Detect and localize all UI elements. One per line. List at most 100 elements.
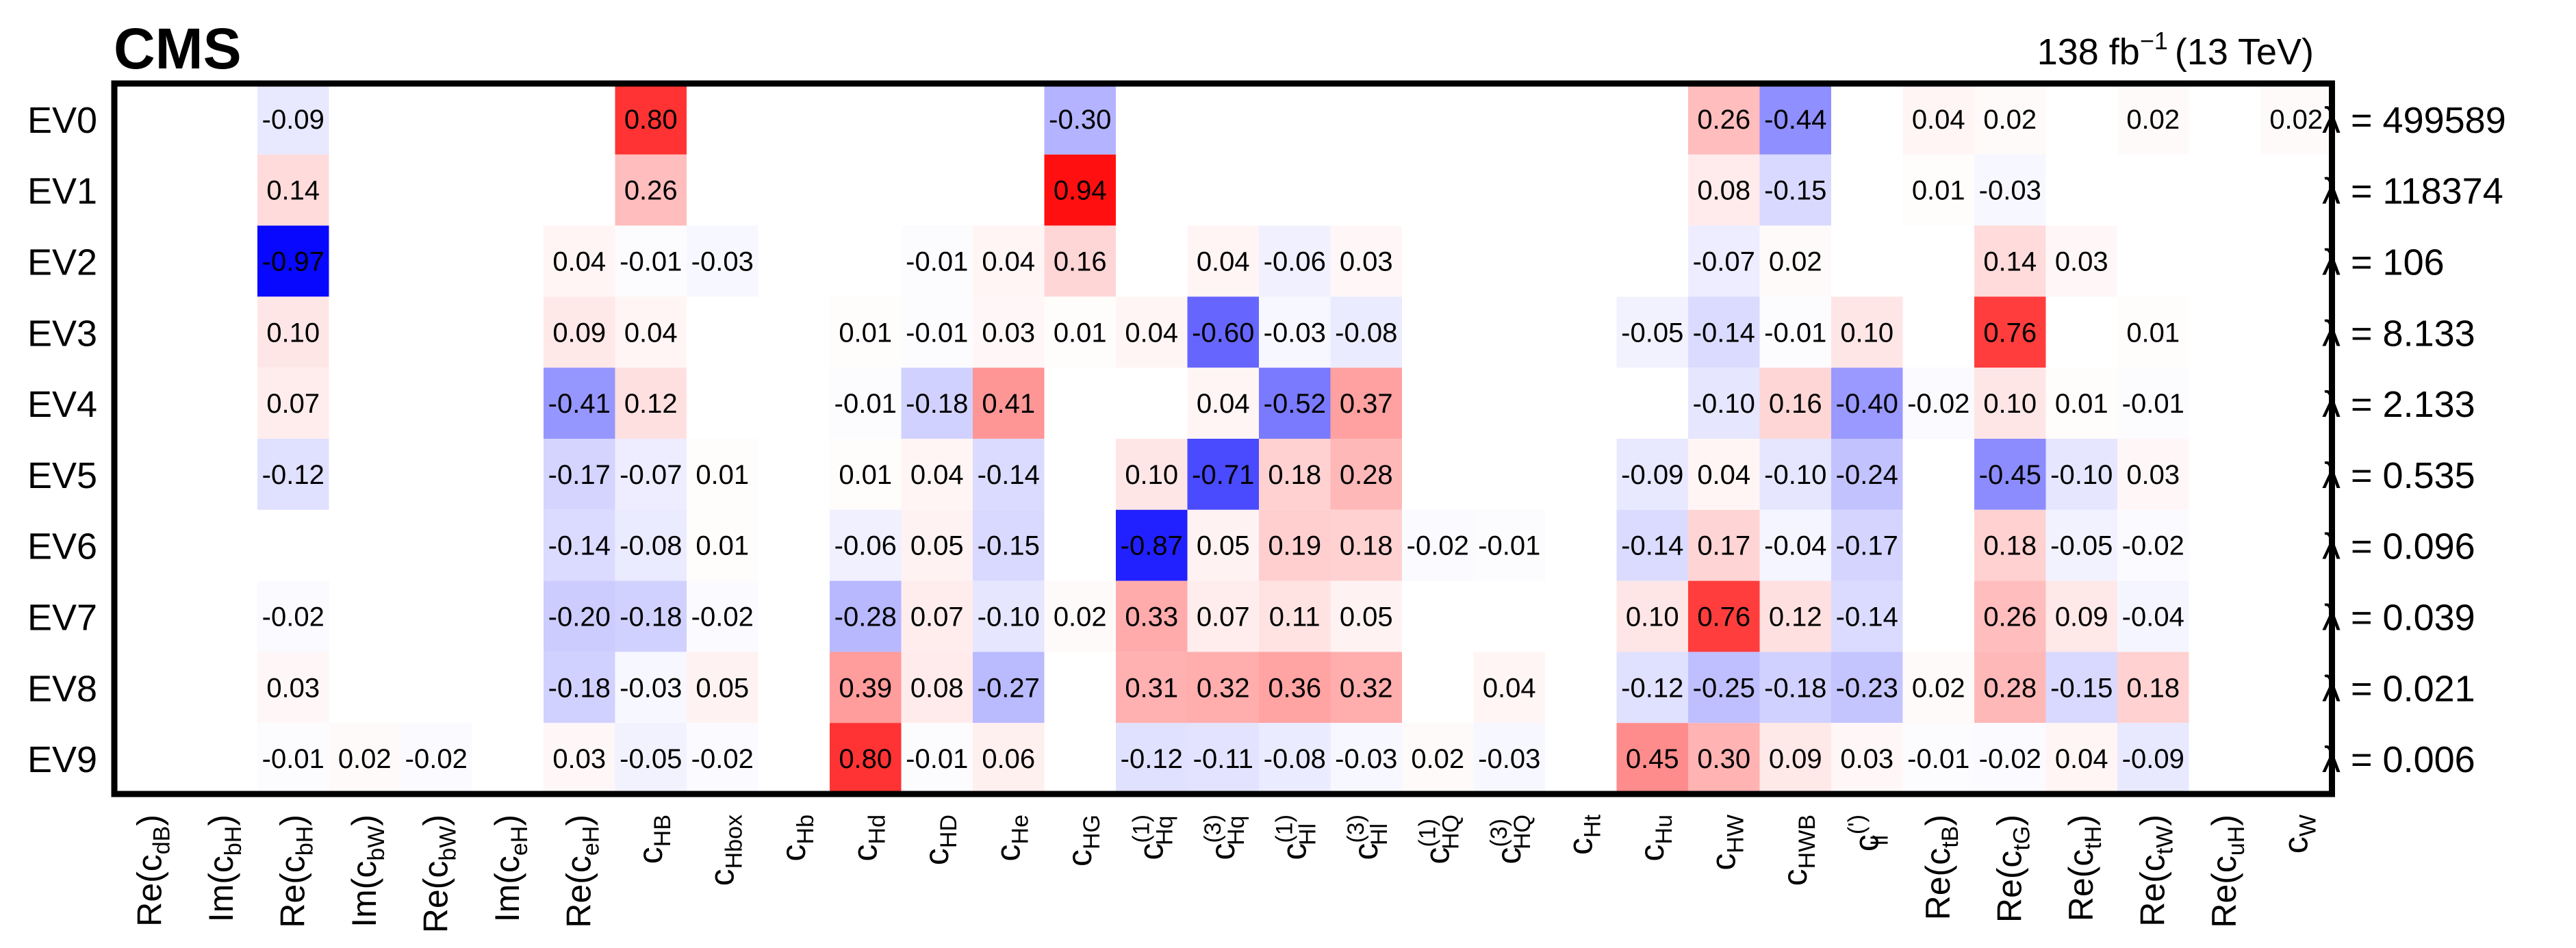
cell-value-label: 0.12 <box>624 389 678 419</box>
cell-value-label: -0.07 <box>620 460 682 490</box>
cell-value-label: 0.01 <box>839 318 892 348</box>
cell-value-label: -0.11 <box>1193 744 1253 774</box>
cell-value-label: -0.52 <box>1264 389 1326 419</box>
heatmap-cell <box>687 225 758 297</box>
heatmap-cell <box>830 439 902 510</box>
column-label: cHu <box>1633 815 1677 861</box>
cell-value-label: 0.03 <box>1840 744 1893 774</box>
cell-value-label: 0.12 <box>1769 602 1822 632</box>
cell-value-label: -0.01 <box>262 744 324 774</box>
heatmap-cell <box>1330 368 1402 439</box>
heatmap-cell <box>1759 439 1831 510</box>
heatmap-cell <box>1330 225 1402 297</box>
heatmap-cell <box>973 652 1045 723</box>
cell-value-label: 0.04 <box>1197 389 1250 419</box>
column-label: Re(cdB) <box>130 815 175 927</box>
heatmap-cell <box>544 296 615 368</box>
eigenvalue-label: λ = 118374 <box>2322 171 2503 212</box>
heatmap-cell <box>1759 84 1831 155</box>
heatmap-cell <box>1187 439 1259 510</box>
cell-value-label: 0.11 <box>1269 602 1321 632</box>
heatmap-cell <box>1759 154 1831 226</box>
cell-value-label: 0.02 <box>338 744 392 774</box>
heatmap-cell <box>1902 723 1974 794</box>
heatmap-cell <box>901 368 973 439</box>
cell-value-label: -0.45 <box>1979 460 2041 490</box>
heatmap-cell <box>973 509 1045 581</box>
cell-value-label: -0.02 <box>691 602 754 632</box>
cell-value-label: -0.03 <box>1478 744 1540 774</box>
heatmap-cell <box>544 652 615 723</box>
cell-value-label: -0.02 <box>691 744 754 774</box>
column-label: Im(cbH) <box>202 815 246 922</box>
heatmap-cell <box>1187 368 1259 439</box>
column-label: c(1)Hl <box>1271 815 1321 860</box>
heatmap-cell <box>1616 439 1688 510</box>
cell-value-label: 0.28 <box>1983 673 2037 703</box>
cell-value-label: -0.01 <box>1907 744 1969 774</box>
cell-value-label: -0.87 <box>1121 531 1183 561</box>
cell-value-label: 0.09 <box>552 318 606 348</box>
heatmap-cell <box>615 439 687 510</box>
heatmap-cell <box>1116 439 1188 510</box>
eigenvalue-label: λ = 499589 <box>2322 100 2506 141</box>
plot-frame <box>111 80 2335 797</box>
heatmap-cell <box>1330 439 1402 510</box>
cell-value-label: 0.76 <box>1697 602 1750 632</box>
cell-value-label: 0.01 <box>2126 318 2180 348</box>
heatmap-cell <box>1974 723 2046 794</box>
column-labels: Re(cdB) Im(cbH) Re(cbH) Im(cbW) Re(cbW) Im(ce… <box>130 814 2321 933</box>
heatmap-cell <box>1402 509 1474 581</box>
cell-value-label: 0.04 <box>1483 673 1536 703</box>
cell-value-label: 0.18 <box>1268 460 1321 490</box>
cell-value-label: -0.04 <box>2122 602 2184 632</box>
heatmap-cell <box>973 580 1045 652</box>
heatmap-cell <box>615 225 687 297</box>
cell-value-label: -0.25 <box>1693 673 1755 703</box>
column-label: cHt <box>1561 814 1605 855</box>
cell-value-label: -0.18 <box>548 673 611 703</box>
cell-value-label: 0.07 <box>1197 602 1250 632</box>
cell-value-label: 0.01 <box>2055 389 2108 419</box>
cell-value-label: 0.18 <box>1983 531 2037 561</box>
cell-value-label: 0.10 <box>1125 460 1178 490</box>
cell-value-label: -0.01 <box>906 744 968 774</box>
eigenvalue-label: λ = 0.021 <box>2322 668 2475 709</box>
heatmap-cell <box>1330 580 1402 652</box>
heatmap-cell <box>1116 580 1188 652</box>
cell-value-label: -0.02 <box>262 602 324 632</box>
heatmap-cell <box>1616 652 1688 723</box>
heatmap-cell <box>687 652 758 723</box>
cell-value-label: 0.28 <box>1340 460 1393 490</box>
heatmap-cell <box>1902 652 1974 723</box>
heatmap-cell <box>2045 225 2117 297</box>
row-label: EV2 <box>27 242 97 283</box>
cell-value-label: 0.01 <box>1054 318 1107 348</box>
heatmap-cell <box>1902 368 1974 439</box>
cell-value-label: 0.07 <box>266 389 320 419</box>
heatmap-cell <box>901 580 973 652</box>
cell-value-label: 0.08 <box>910 673 964 703</box>
row-label: EV0 <box>27 100 97 141</box>
lumi-exponent: −1 <box>2140 27 2168 55</box>
heatmap-cell <box>1688 296 1760 368</box>
cell-value-label: -0.02 <box>1407 531 1469 561</box>
heatmap-cell <box>2117 723 2189 794</box>
heatmap-cell <box>1902 84 1974 155</box>
cell-value-label: -0.14 <box>1621 531 1683 561</box>
heatmap-cell <box>615 154 687 226</box>
eigenvalue-label: λ = 8.133 <box>2322 313 2475 354</box>
column-label: c(')ll <box>1844 815 1893 851</box>
cell-value-label: -0.01 <box>834 389 897 419</box>
cell-value-label: -0.04 <box>1764 531 1826 561</box>
heatmap-cell <box>1616 509 1688 581</box>
heatmap-cell <box>544 723 615 794</box>
eigenvalue-label: λ = 106 <box>2322 242 2445 283</box>
cell-value-label: -0.14 <box>548 531 611 561</box>
heatmap-cell <box>1044 296 1116 368</box>
cell-value-label: 0.02 <box>2269 105 2323 135</box>
heatmap-cell <box>901 723 973 794</box>
cell-value-label: 0.09 <box>2055 602 2108 632</box>
column-label: Re(ctB) <box>1919 815 1963 920</box>
cell-value-label: 0.04 <box>1197 247 1250 277</box>
